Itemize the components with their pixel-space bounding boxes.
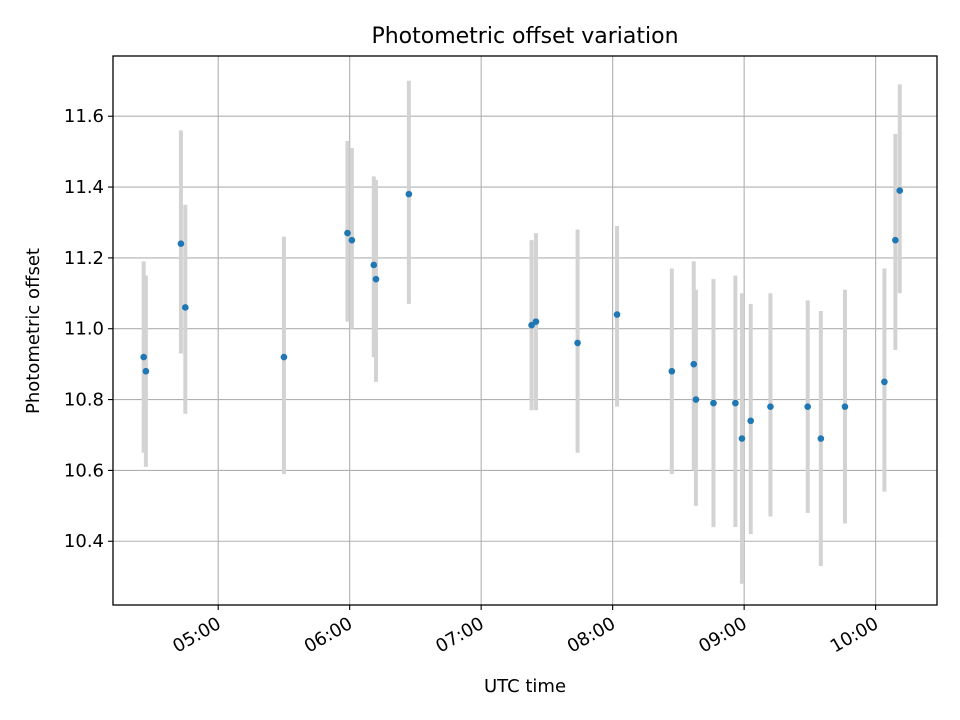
- data-point: [738, 435, 746, 442]
- y-tick-label: 11.4: [64, 177, 104, 198]
- x-axis-label: UTC time: [484, 676, 566, 697]
- data-point: [692, 396, 700, 403]
- data-point: [881, 378, 888, 386]
- plot-frame: [112, 55, 938, 606]
- data-point: [372, 275, 380, 283]
- data-point: [710, 399, 717, 407]
- data-point: [841, 403, 849, 410]
- data-point: [732, 399, 739, 407]
- data-point: [896, 187, 904, 194]
- data-point: [528, 321, 535, 329]
- data-point: [405, 190, 413, 198]
- data-point: [280, 353, 288, 361]
- y-tick-label: 10.4: [64, 531, 104, 552]
- chart-title: Photometric offset variation: [371, 24, 678, 49]
- data-point: [804, 403, 812, 410]
- data-point: [574, 339, 581, 347]
- data-point: [177, 240, 185, 248]
- data-point: [140, 353, 147, 361]
- data-point: [690, 360, 698, 368]
- y-tick-label: 10.6: [64, 460, 104, 481]
- data-point: [348, 236, 356, 244]
- data-point: [613, 311, 621, 318]
- y-tick-label: 10.8: [64, 390, 104, 411]
- data-point: [370, 261, 378, 269]
- data-point: [817, 435, 825, 442]
- y-tick-label: 11.6: [64, 106, 104, 127]
- y-tick-label: 11.0: [64, 319, 104, 340]
- data-point: [668, 367, 676, 375]
- grid-layer: [113, 56, 937, 605]
- data-point: [142, 367, 150, 375]
- marker-layer: [140, 187, 904, 442]
- data-point: [182, 304, 189, 311]
- data-point: [892, 236, 899, 244]
- y-tick-label: 11.2: [64, 248, 104, 269]
- data-point: [767, 403, 774, 410]
- data-point: [747, 417, 755, 425]
- y-axis-label: Photometric offset: [23, 248, 44, 414]
- data-point: [532, 318, 540, 325]
- data-point: [344, 229, 351, 237]
